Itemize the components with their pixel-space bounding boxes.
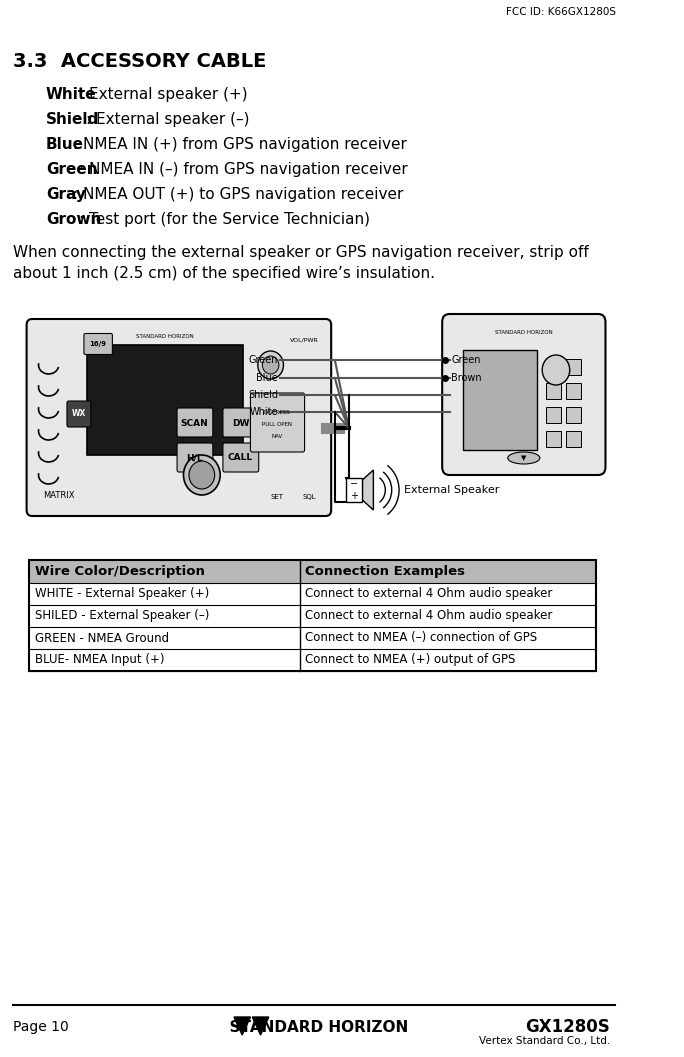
Ellipse shape: [542, 355, 570, 385]
FancyBboxPatch shape: [223, 408, 259, 437]
Text: White: White: [46, 87, 96, 101]
Polygon shape: [234, 1017, 250, 1035]
Bar: [29, 627, 596, 649]
Bar: [29, 605, 596, 627]
Text: DISTRESS: DISTRESS: [263, 409, 291, 414]
Text: 16/9: 16/9: [90, 341, 107, 347]
Text: : NMEA IN (–) from GPS navigation receiver: : NMEA IN (–) from GPS navigation receiv…: [79, 162, 408, 177]
Polygon shape: [252, 1017, 269, 1035]
FancyBboxPatch shape: [223, 443, 259, 472]
Bar: [546, 407, 560, 423]
Text: Green: Green: [451, 355, 481, 365]
Text: CALL: CALL: [228, 453, 253, 463]
Text: Brown: Brown: [451, 373, 482, 383]
Ellipse shape: [263, 356, 279, 374]
Ellipse shape: [189, 461, 215, 489]
Ellipse shape: [183, 455, 220, 495]
Ellipse shape: [508, 452, 540, 464]
Bar: [546, 383, 560, 398]
Bar: [346, 478, 363, 502]
FancyBboxPatch shape: [442, 314, 605, 475]
Text: Wire Color/Description: Wire Color/Description: [35, 565, 205, 578]
Text: Page 10: Page 10: [13, 1020, 68, 1034]
Text: : External speaker (–): : External speaker (–): [86, 112, 250, 127]
Text: : NMEA IN (+) from GPS navigation receiver: : NMEA IN (+) from GPS navigation receiv…: [73, 137, 406, 152]
Text: 3.3  ACCESSORY CABLE: 3.3 ACCESSORY CABLE: [13, 52, 266, 71]
Text: SET: SET: [271, 494, 284, 500]
Bar: [87, 345, 243, 455]
Text: : NMEA OUT (+) to GPS navigation receiver: : NMEA OUT (+) to GPS navigation receive…: [73, 187, 403, 202]
Text: NAV: NAV: [272, 433, 282, 439]
Bar: [566, 407, 581, 423]
Text: ▼: ▼: [521, 455, 527, 461]
FancyBboxPatch shape: [177, 408, 213, 437]
FancyBboxPatch shape: [67, 401, 91, 427]
Text: STANDARD HORIZON: STANDARD HORIZON: [495, 330, 553, 334]
Bar: [29, 649, 596, 671]
Bar: [566, 383, 581, 398]
FancyBboxPatch shape: [27, 319, 331, 516]
FancyBboxPatch shape: [250, 393, 304, 452]
Text: : External speaker (+): : External speaker (+): [79, 87, 248, 101]
Text: WX: WX: [72, 409, 86, 419]
Text: Shield: Shield: [46, 112, 99, 127]
Text: Connect to NMEA (–) connection of GPS: Connect to NMEA (–) connection of GPS: [306, 631, 538, 645]
Text: Connection Examples: Connection Examples: [306, 565, 466, 578]
Text: GREEN - NMEA Ground: GREEN - NMEA Ground: [35, 631, 169, 645]
Text: Connect to NMEA (+) output of GPS: Connect to NMEA (+) output of GPS: [306, 653, 516, 667]
Text: Blue: Blue: [256, 373, 278, 383]
Bar: [566, 359, 581, 375]
Text: SQL: SQL: [303, 494, 317, 500]
Text: Grown: Grown: [46, 212, 101, 227]
Text: PULL OPEN: PULL OPEN: [262, 423, 292, 427]
FancyBboxPatch shape: [177, 443, 213, 472]
Text: H/L: H/L: [186, 453, 202, 463]
Text: GX1280S: GX1280S: [525, 1018, 610, 1036]
Bar: [29, 583, 596, 605]
Text: Green: Green: [248, 355, 278, 365]
Text: MATRIX: MATRIX: [43, 492, 75, 500]
Polygon shape: [363, 470, 373, 509]
Text: White: White: [250, 407, 278, 418]
Text: Blue: Blue: [46, 137, 84, 152]
Text: −: −: [350, 479, 358, 489]
Text: When connecting the external speaker or GPS navigation receiver, strip off: When connecting the external speaker or …: [13, 245, 589, 260]
Bar: [29, 560, 596, 583]
Text: +: +: [350, 492, 358, 501]
Text: STANDARD HORIZON: STANDARD HORIZON: [219, 1020, 408, 1035]
Ellipse shape: [258, 351, 283, 379]
Bar: [463, 350, 537, 450]
Text: SHILED - External Speaker (–): SHILED - External Speaker (–): [35, 610, 209, 623]
Bar: [566, 431, 581, 447]
Bar: [546, 431, 560, 447]
Text: FCC ID: K66GX1280S: FCC ID: K66GX1280S: [506, 7, 616, 17]
Text: : Test port (for the Service Technician): : Test port (for the Service Technician): [79, 212, 370, 227]
Text: WHITE - External Speaker (+): WHITE - External Speaker (+): [35, 588, 209, 600]
Bar: [29, 560, 596, 671]
Text: VOL/PWR: VOL/PWR: [289, 337, 318, 342]
Text: Gray: Gray: [46, 187, 86, 202]
Text: External Speaker: External Speaker: [404, 485, 499, 495]
Bar: [546, 359, 560, 375]
Text: SCAN: SCAN: [181, 419, 209, 427]
Text: DW: DW: [232, 419, 249, 427]
Text: BLUE- NMEA Input (+): BLUE- NMEA Input (+): [35, 653, 164, 667]
Text: Connect to external 4 Ohm audio speaker: Connect to external 4 Ohm audio speaker: [306, 610, 553, 623]
Text: Shield: Shield: [248, 390, 278, 400]
Text: Green: Green: [46, 162, 98, 177]
FancyBboxPatch shape: [84, 334, 112, 354]
Text: Vertex Standard Co., Ltd.: Vertex Standard Co., Ltd.: [479, 1036, 610, 1046]
Text: STANDARD HORIZON: STANDARD HORIZON: [136, 334, 194, 339]
Text: about 1 inch (2.5 cm) of the specified wire’s insulation.: about 1 inch (2.5 cm) of the specified w…: [13, 266, 435, 281]
Text: Connect to external 4 Ohm audio speaker: Connect to external 4 Ohm audio speaker: [306, 588, 553, 600]
